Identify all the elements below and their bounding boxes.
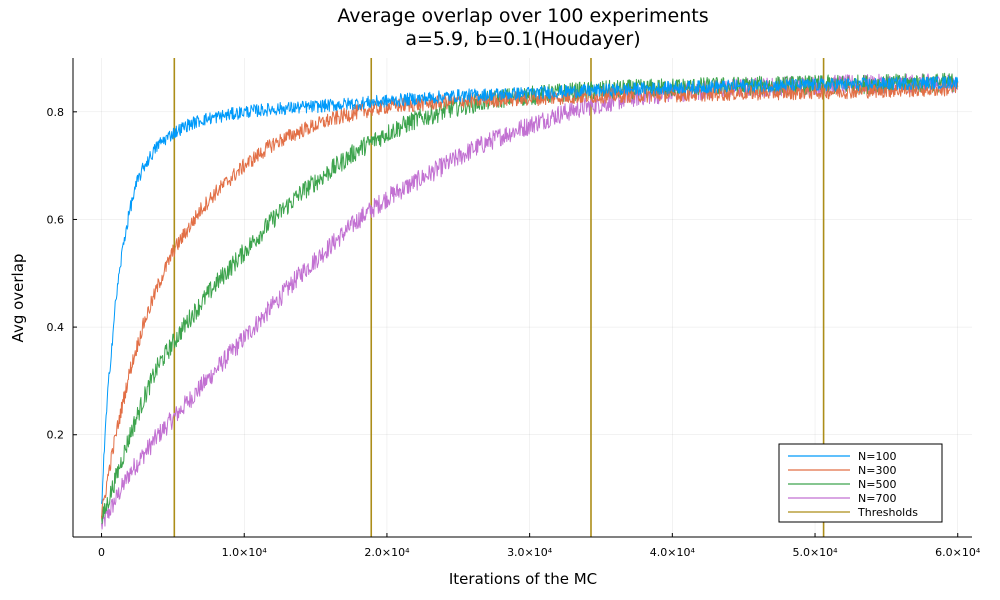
- legend-label: N=500: [858, 478, 896, 491]
- x-axis-label: Iterations of the MC: [449, 570, 597, 588]
- chart-title: Average overlap over 100 experiments: [337, 5, 708, 27]
- x-tick-label: 4.0×10⁴: [650, 546, 696, 559]
- legend-label: Thresholds: [857, 506, 918, 519]
- x-tick-label: 5.0×10⁴: [792, 546, 838, 559]
- x-tick-label: 6.0×10⁴: [935, 546, 981, 559]
- y-tick-label: 0.8: [47, 106, 65, 119]
- legend-label: N=300: [858, 464, 896, 477]
- legend-box: [778, 443, 943, 523]
- tick-labels: 0 1.0×10⁴ 2.0×10⁴ 3.0×10⁴ 4.0×10⁴ 5.0×10⁴ 6.0×…: [47, 106, 981, 559]
- x-tick-label: 1.0×10⁴: [222, 546, 268, 559]
- axes: [72, 58, 972, 538]
- series-line-n-100: [101, 76, 959, 504]
- legend-label: N=100: [858, 450, 896, 463]
- y-axis-label: Avg overlap: [9, 254, 27, 343]
- x-tick-label: 3.0×10⁴: [507, 546, 553, 559]
- x-tick-label: 0: [98, 546, 105, 559]
- legend-label: N=700: [858, 492, 896, 505]
- y-tick-label: 0.2: [47, 429, 65, 442]
- chart-subtitle: a=5.9, b=0.1(Houdayer): [405, 28, 640, 50]
- threshold-lines: [173, 58, 825, 537]
- y-tick-label: 0.6: [47, 213, 65, 226]
- x-tick-label: 2.0×10⁴: [364, 546, 410, 559]
- series-lines: [101, 72, 959, 530]
- y-tick-label: 0.4: [47, 321, 65, 334]
